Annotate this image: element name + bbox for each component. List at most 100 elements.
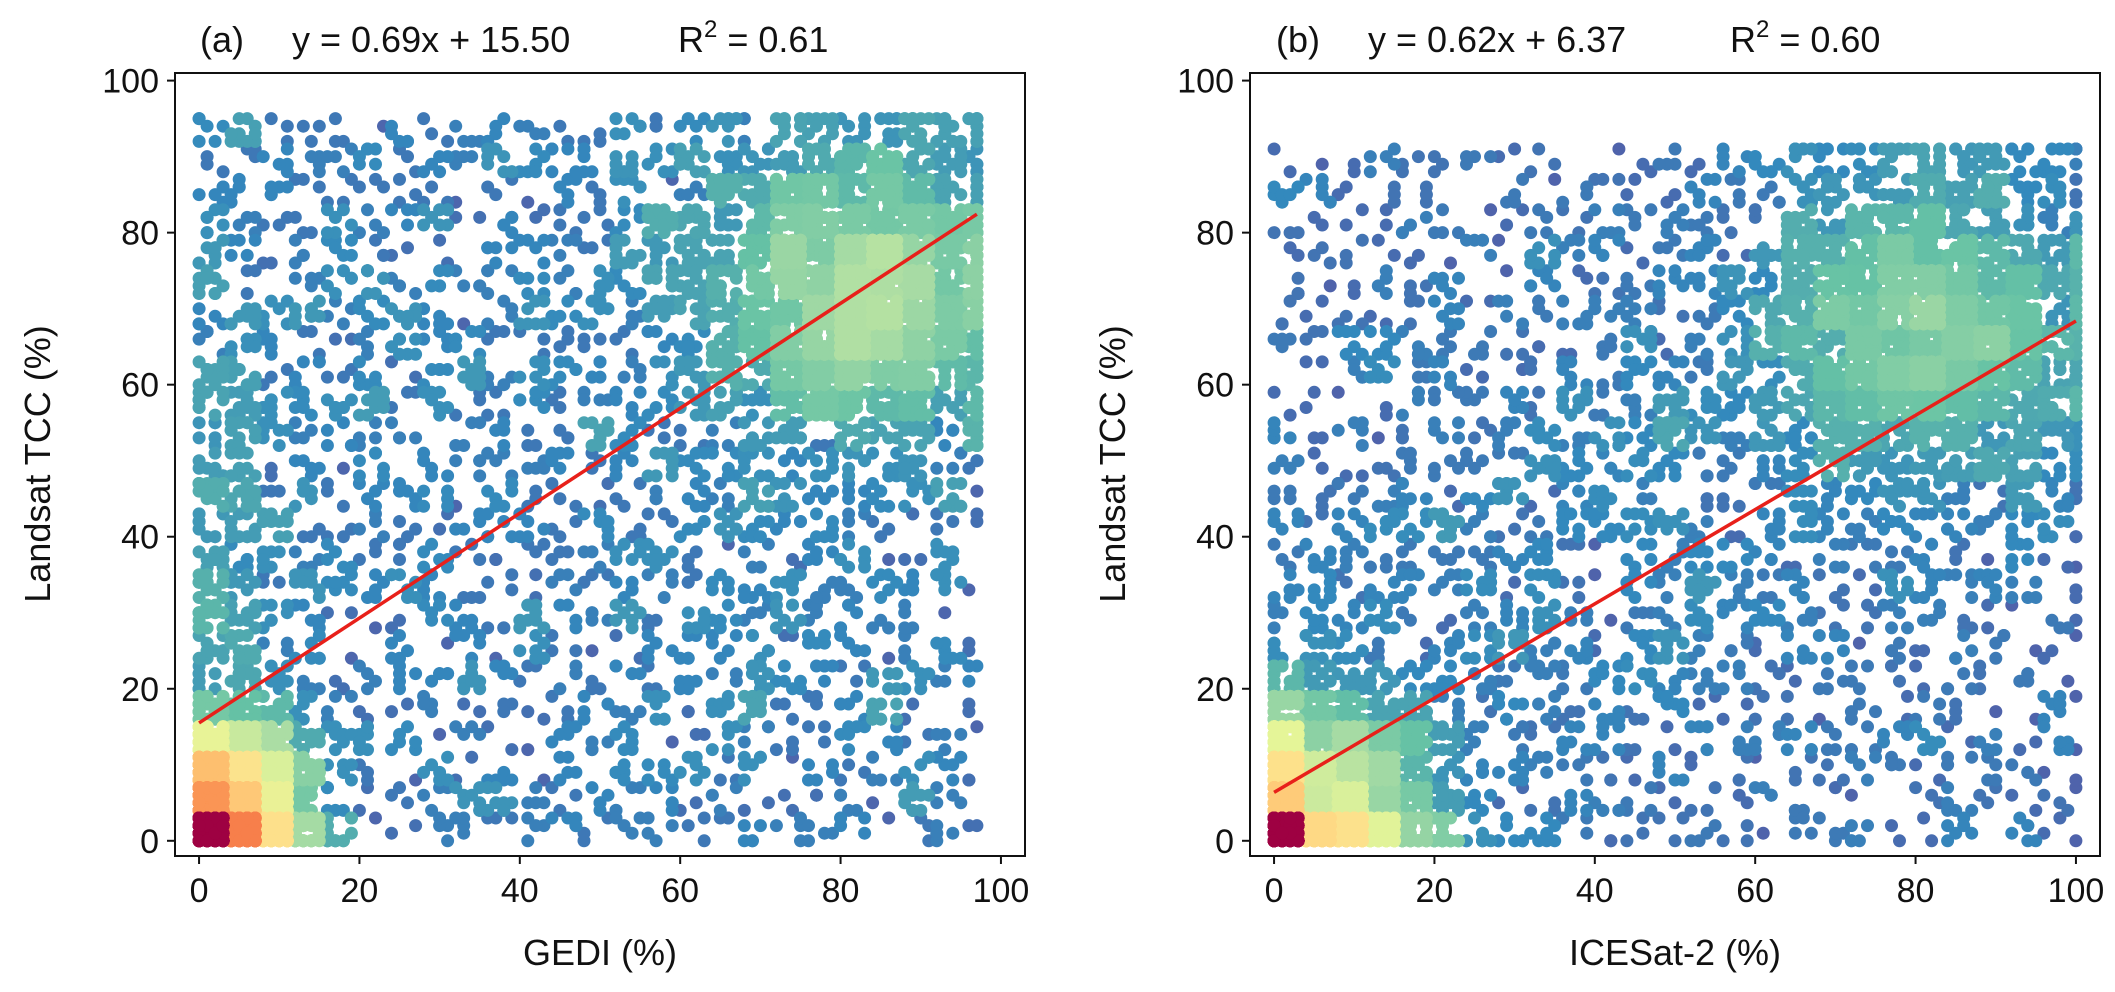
panel-a-point xyxy=(633,705,647,719)
panel-a-point xyxy=(834,788,848,802)
panel-a-point xyxy=(304,773,318,787)
panel-a-point xyxy=(689,264,703,278)
panel-a-point xyxy=(352,522,366,536)
panel-a-point xyxy=(489,241,503,255)
panel-a-point xyxy=(192,522,206,536)
panel-a-point xyxy=(761,484,775,498)
panel-a-point xyxy=(441,773,455,787)
panel-a-point xyxy=(569,309,583,323)
panel-a-point xyxy=(641,507,655,521)
panel-a-point xyxy=(385,705,398,719)
panel-a-point xyxy=(433,309,447,323)
panel-a-point xyxy=(906,575,920,589)
panel-a-point xyxy=(288,545,302,559)
panel-a-point xyxy=(593,302,607,316)
panel-a-point xyxy=(489,553,503,566)
panel-a-point xyxy=(385,826,398,840)
panel-a-point xyxy=(970,439,984,452)
panel-a-point xyxy=(834,150,848,164)
panel-a-point xyxy=(689,408,703,422)
panel-a-point xyxy=(393,515,406,528)
panel-a-point xyxy=(312,165,326,179)
panel-a-point xyxy=(449,598,463,612)
panel-a-point xyxy=(320,226,334,240)
panel-a-point xyxy=(489,325,503,338)
panel-a-point xyxy=(922,370,936,384)
panel-a-point xyxy=(753,157,767,171)
panel-a-point xyxy=(874,484,888,498)
panel-a-point xyxy=(954,446,968,460)
panel-a-point xyxy=(361,203,374,217)
panel-a-point xyxy=(425,469,439,483)
panel-a-point xyxy=(842,758,856,772)
panel-a-point xyxy=(465,674,479,688)
panel-a-point xyxy=(641,210,655,224)
panel-a-point xyxy=(850,393,864,407)
panel-a-point xyxy=(697,484,711,498)
panel-a-point xyxy=(665,210,679,224)
panel-a-point xyxy=(457,370,471,384)
panel-a-point xyxy=(737,773,751,787)
panel-a-point xyxy=(938,393,952,407)
panel-a-point xyxy=(529,294,543,308)
panel-a-point xyxy=(593,560,607,574)
panel-a-point xyxy=(256,256,270,270)
panel-a-point xyxy=(777,613,791,627)
panel-a-point xyxy=(240,264,254,278)
panel-a-point xyxy=(280,423,294,437)
panel-a-point xyxy=(938,606,952,620)
panel-a-point xyxy=(401,317,414,331)
panel-a-point xyxy=(296,727,310,741)
panel-a-point xyxy=(352,743,366,757)
panel-a-point xyxy=(609,575,623,589)
panel-a-point xyxy=(417,484,431,498)
panel-a-point xyxy=(930,826,944,840)
panel-a-point xyxy=(577,210,591,224)
panel-a-point xyxy=(729,522,743,536)
panel-a-point xyxy=(794,515,807,528)
panel-a-point xyxy=(192,188,206,202)
panel-a-point xyxy=(713,803,727,817)
panel-a-point xyxy=(537,621,551,635)
panel-a-point xyxy=(433,363,447,376)
panel-a-point xyxy=(521,439,535,452)
panel-a-point xyxy=(497,439,511,452)
panel-a-point xyxy=(361,492,374,506)
panel-a-point xyxy=(385,788,398,802)
panel-a-point xyxy=(786,340,799,354)
panel-a-point xyxy=(537,636,551,650)
panel-a-point xyxy=(609,727,623,741)
panel-a-point xyxy=(769,819,783,833)
panel-a-point xyxy=(489,499,503,513)
panel-a-point xyxy=(842,598,856,612)
panel-a-point xyxy=(256,553,270,566)
panel-a-point xyxy=(625,355,639,369)
panel-a-point xyxy=(657,165,671,179)
panel-a-point xyxy=(409,819,423,833)
panel-a-point xyxy=(537,651,551,665)
panel-a-point xyxy=(601,788,615,802)
panel-a-point xyxy=(537,332,551,346)
panel-a-point xyxy=(641,689,655,703)
panel-a-point xyxy=(449,210,463,224)
panel-a-point xyxy=(890,735,904,749)
panel-a-point xyxy=(248,689,262,703)
panel-a-point xyxy=(665,461,679,475)
panel-a-point xyxy=(425,758,439,772)
panel-a-point xyxy=(938,651,952,665)
panel-a-point xyxy=(553,492,567,506)
panel-a-point xyxy=(970,423,984,437)
panel-a-point xyxy=(810,545,823,559)
panel-a-point xyxy=(890,697,904,711)
panel-a-point xyxy=(344,439,358,452)
panel-a-point xyxy=(264,180,278,194)
panel-a-point xyxy=(882,568,896,582)
panel-a-point xyxy=(457,697,471,711)
panel-a-point xyxy=(705,583,719,597)
panel-a-point xyxy=(328,241,342,255)
panel-a-point xyxy=(721,134,735,148)
panel-a-point xyxy=(473,636,487,650)
panel-a-point xyxy=(433,727,447,741)
panel-a-point xyxy=(721,188,735,202)
panel-a-point xyxy=(697,499,711,513)
